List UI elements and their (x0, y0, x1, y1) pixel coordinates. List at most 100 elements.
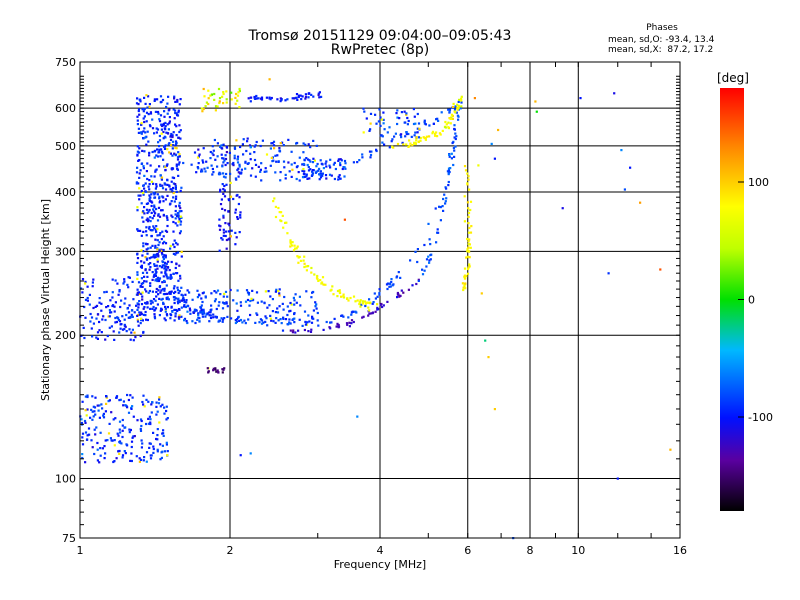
data-point (312, 317, 315, 320)
data-point (149, 112, 153, 115)
data-point (297, 171, 300, 174)
data-point (251, 289, 254, 292)
data-point (260, 96, 264, 99)
data-point (219, 145, 222, 148)
data-point (337, 175, 340, 178)
data-point (161, 403, 164, 406)
data-point (153, 206, 156, 209)
data-point (176, 224, 179, 227)
data-point (137, 108, 141, 111)
data-point (264, 320, 267, 323)
data-point (118, 320, 122, 323)
data-point (141, 149, 144, 152)
data-point (166, 194, 169, 197)
data-point (149, 299, 152, 302)
data-point (137, 131, 140, 134)
colorbar-label: [deg] (717, 71, 749, 85)
data-point (155, 154, 158, 157)
data-point (236, 99, 239, 102)
data-point (282, 308, 285, 311)
data-point (435, 131, 438, 134)
data-point (136, 145, 139, 148)
data-point (221, 157, 224, 160)
data-point (146, 302, 149, 305)
data-point (301, 169, 304, 172)
data-point (144, 136, 147, 139)
data-point (175, 112, 178, 115)
data-point (164, 125, 167, 128)
data-point (334, 167, 337, 171)
data-point (441, 205, 444, 208)
data-point (388, 282, 391, 285)
data-point (146, 217, 149, 220)
data-point (260, 162, 263, 165)
data-point (466, 172, 469, 175)
data-point (162, 256, 165, 259)
data-point (118, 452, 121, 455)
data-point (324, 174, 328, 177)
data-point (156, 219, 160, 222)
data-point (277, 160, 280, 163)
data-point (165, 164, 168, 167)
data-point (161, 195, 164, 198)
data-point (222, 91, 225, 94)
data-point (170, 214, 173, 217)
data-point (418, 127, 421, 130)
data-point (159, 291, 162, 294)
data-point (139, 458, 143, 461)
data-point (161, 242, 165, 245)
data-point (402, 291, 405, 294)
data-point (301, 95, 304, 98)
data-point (109, 437, 112, 440)
data-point (98, 320, 101, 324)
data-point (158, 120, 162, 123)
data-point (467, 240, 470, 243)
data-point (204, 315, 207, 318)
data-point (396, 116, 399, 119)
data-point (274, 154, 277, 157)
data-point (151, 307, 154, 310)
data-point (121, 456, 124, 459)
data-point (112, 304, 115, 307)
data-point (166, 218, 169, 221)
data-point (178, 153, 181, 156)
data-point (469, 246, 472, 249)
data-point (140, 249, 143, 252)
data-point (110, 325, 113, 328)
data-point (403, 121, 406, 124)
data-point (337, 325, 341, 328)
data-point (164, 254, 167, 258)
data-point (225, 230, 228, 233)
data-point (561, 207, 564, 210)
data-point (467, 211, 471, 215)
data-point (180, 293, 183, 296)
data-point (155, 437, 158, 441)
data-point (215, 307, 218, 311)
data-point (163, 147, 167, 150)
data-point (367, 306, 370, 309)
data-point (177, 174, 180, 177)
data-point (395, 112, 398, 115)
data-point (214, 109, 217, 112)
data-point (361, 156, 364, 159)
y-tick-label: 75 (62, 532, 76, 545)
data-point (398, 295, 401, 298)
data-point (175, 134, 178, 137)
data-point (149, 164, 152, 167)
data-point (143, 174, 146, 177)
data-point (328, 164, 331, 167)
data-point (341, 314, 344, 317)
data-point (368, 150, 372, 153)
data-point (153, 315, 156, 318)
data-point (277, 206, 280, 210)
data-point (463, 165, 467, 168)
data-point (228, 237, 231, 240)
data-point (123, 450, 126, 453)
data-point (220, 198, 223, 201)
data-point (122, 282, 125, 285)
data-point (296, 98, 299, 101)
data-point (430, 253, 433, 256)
data-point (170, 180, 173, 183)
data-point (174, 290, 177, 293)
data-point (145, 230, 148, 233)
